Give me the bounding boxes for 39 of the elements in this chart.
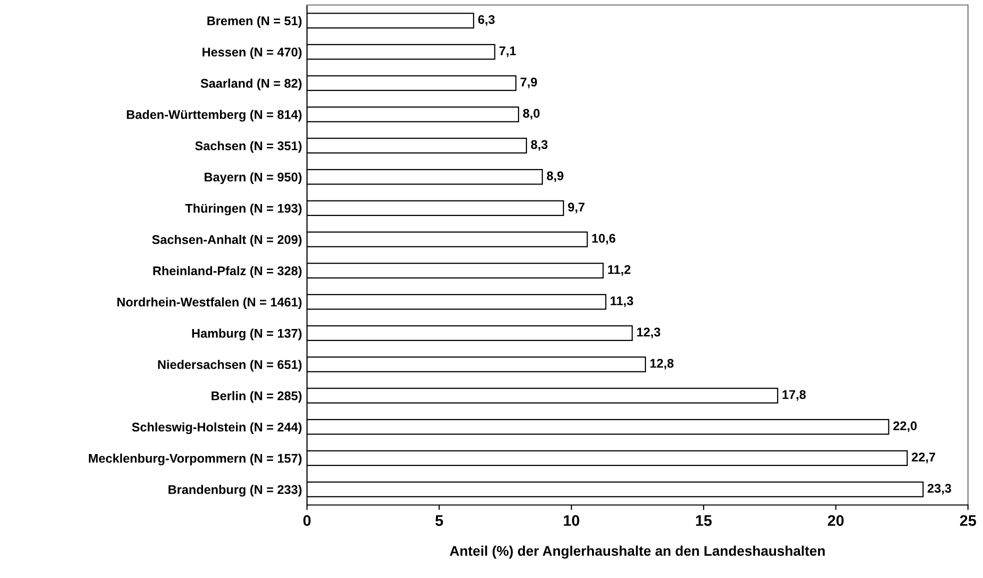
y-tick-label: Saarland (N = 82)	[200, 78, 302, 90]
y-tick-label: Baden-Württemberg (N = 814)	[126, 110, 302, 122]
data-label: 10,6	[592, 234, 616, 245]
x-tick-label: 0	[303, 515, 311, 526]
data-label: 9,7	[568, 202, 584, 214]
data-label: 12,3	[637, 328, 660, 338]
data-label: 17,8	[782, 390, 806, 401]
data-label: 7,9	[520, 78, 537, 88]
data-label: 7,1	[499, 46, 516, 58]
data-label: 8,0	[523, 108, 540, 120]
data-label: 6,3	[478, 15, 495, 26]
data-label: 8,9	[546, 171, 564, 182]
y-tick-label: Brandenburg (N = 233)	[168, 484, 302, 497]
y-tick-label: Hamburg (N = 137)	[192, 328, 302, 340]
y-tick-label: Schleswig-Holstein (N = 244)	[132, 422, 302, 434]
y-tick-label: Mecklenburg-Vorpommern (N = 157)	[88, 454, 302, 466]
y-tick-label: Rheinland-Pfalz (N = 328)	[153, 266, 302, 278]
data-label: 12,8	[650, 358, 674, 370]
data-label: 22,7	[912, 452, 936, 464]
y-tick-label: Thüringen (N = 193)	[185, 204, 302, 216]
y-tick-label: Sachsen-Anhalt (N = 209)	[152, 234, 302, 246]
data-label: 23,3	[928, 484, 952, 495]
x-tick-label: 15	[696, 515, 712, 526]
x-tick-label: 25	[960, 515, 976, 526]
y-tick-label: Nordrhein-Westfalen (N = 1461)	[117, 297, 302, 309]
x-tick-label: 20	[828, 515, 844, 526]
y-tick-label: Berlin (N = 285)	[212, 391, 302, 403]
x-tick-label: 10	[564, 515, 580, 526]
y-tick-label: Niedersachsen (N = 651)	[158, 360, 302, 372]
data-label: 22,0	[893, 421, 917, 432]
y-tick-label: Bayern (N = 950)	[204, 172, 302, 184]
data-label: 11,2	[608, 265, 630, 276]
y-tick-label: Bremen (N = 51)	[207, 16, 302, 28]
x-tick-label: 5	[435, 515, 444, 526]
x-axis-title: Anteil (%) der Anglerhaushalte an den Landeshaushalten	[450, 546, 825, 559]
y-tick-label: Sachsen (N = 351)	[195, 141, 302, 153]
y-tick-label: Hessen (N = 470)	[202, 47, 302, 59]
data-label: 11,3	[610, 296, 634, 308]
data-label: 8,3	[531, 140, 548, 151]
